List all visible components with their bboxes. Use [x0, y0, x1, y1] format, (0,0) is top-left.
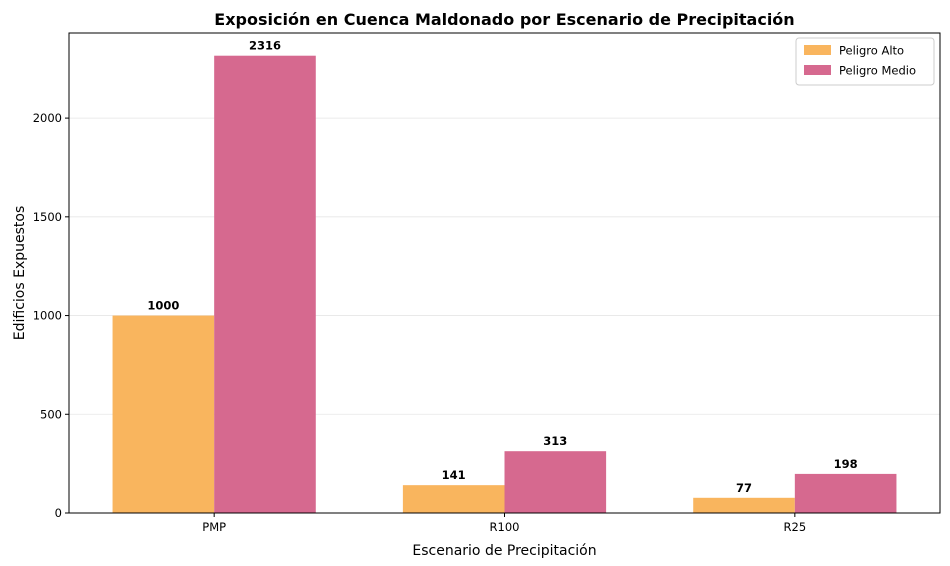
y-axis-label: Edificios Expuestos [12, 206, 28, 340]
x-tick-label: R25 [784, 520, 807, 534]
data-label: 2316 [249, 39, 281, 53]
bar [504, 451, 607, 513]
bar [794, 473, 897, 513]
x-tick-label: R100 [490, 520, 520, 534]
x-axis-ticks: PMP R100 R25 [202, 513, 806, 534]
y-tick-label: 1500 [33, 210, 62, 224]
data-label: 77 [736, 481, 752, 495]
legend-label: Peligro Medio [839, 64, 916, 78]
y-tick-label: 0 [55, 506, 62, 520]
data-label: 198 [834, 457, 858, 471]
chart-title: Exposición en Cuenca Maldonado por Escen… [214, 10, 794, 29]
x-axis-label: Escenario de Precipitación [412, 543, 596, 559]
legend-swatch [804, 65, 831, 75]
bar [214, 55, 316, 514]
bars [112, 55, 897, 514]
bar [112, 315, 215, 513]
data-label: 313 [543, 434, 567, 448]
x-tick-label: PMP [202, 520, 226, 534]
y-axis-ticks: 0 500 1000 1500 2000 [33, 111, 69, 520]
bar [693, 497, 795, 513]
legend: Peligro Alto Peligro Medio [795, 37, 935, 86]
y-tick-label: 2000 [33, 111, 62, 125]
data-labels: 1000 141 77 2316 313 198 [147, 39, 857, 495]
data-label: 141 [442, 468, 466, 482]
data-label: 1000 [147, 299, 179, 313]
legend-label: Peligro Alto [839, 44, 904, 58]
y-tick-label: 500 [40, 407, 62, 421]
bar [402, 485, 505, 513]
legend-swatch [804, 45, 831, 55]
y-tick-label: 1000 [33, 309, 62, 323]
